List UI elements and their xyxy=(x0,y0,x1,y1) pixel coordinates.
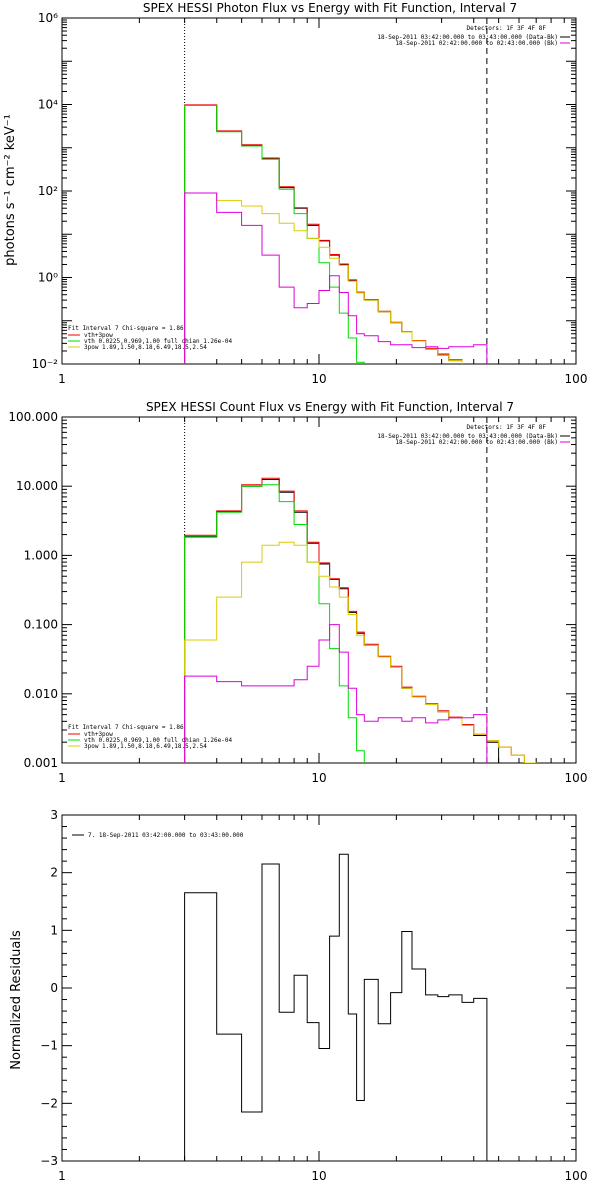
photon-flux-ylabel: photons s⁻¹ cm⁻² keV⁻¹ xyxy=(3,114,18,266)
series-3pow xyxy=(184,541,537,763)
photon-flux-title: SPEX HESSI Photon Flux vs Energy with Fi… xyxy=(143,1,517,15)
series-vth xyxy=(184,105,365,364)
x-tick-label: 10 xyxy=(311,372,326,386)
residuals-plot-frame xyxy=(61,814,577,1162)
y-tick-label: 0.010 xyxy=(24,687,58,701)
y-tick-label: −1 xyxy=(40,1039,58,1053)
series-bk xyxy=(184,624,488,763)
y-tick-label: 1.000 xyxy=(24,548,58,562)
count-flux-title: SPEX HESSI Count Flux vs Energy with Fit… xyxy=(146,400,514,414)
series-group xyxy=(184,104,488,364)
x-tick-label: 10 xyxy=(311,771,326,785)
legend-detectors: Detectors: 1F 3F 4F 8F xyxy=(467,25,547,32)
y-tick-label: 10⁶ xyxy=(38,11,58,25)
series-vth xyxy=(184,484,365,763)
series-vth-3pow xyxy=(184,104,463,364)
photon-flux-plot-area: 1 10 100 10⁻² 10⁰ 10² 10⁴ 10⁶ Detectors: 1F 3F 4… xyxy=(32,11,588,386)
legend-entry-bottom: vth+3pow xyxy=(84,731,113,738)
y-tick-label: 10⁻² xyxy=(32,357,59,371)
legend-entry-bottom: vth+3pow xyxy=(84,332,113,339)
legend-fit-interval: Fit Interval 7 Chi-square = 1.86 xyxy=(68,325,184,332)
residuals-plot-area: 1 10 100 −3 −2 −1 0 1 2 3 7. 18-Sep-2011 03:42:00.… xyxy=(40,808,587,1183)
legend-detectors: Detectors: 1F 3F 4F 8F xyxy=(467,424,547,431)
photon-flux-plot-frame xyxy=(61,17,577,365)
photon-flux-panel: SPEX HESSI Photon Flux vs Energy with Fi… xyxy=(3,1,587,386)
x-tick-label: 100 xyxy=(565,372,588,386)
series-vth-3pow xyxy=(184,477,537,763)
legend-entry-bottom: 3pow 1.89,1.50,8.18,6.49,18.5,2.54 xyxy=(84,743,207,750)
legend-entry-top: 18-Sep-2011 03:42:00.000 to 03:43:00.000… xyxy=(377,433,558,440)
count-flux-panel: SPEX HESSI Count Flux vs Energy with Fit… xyxy=(8,400,587,785)
y-tick-label: 0 xyxy=(50,981,58,995)
series-group xyxy=(184,853,488,1161)
series-data-bk xyxy=(184,104,463,364)
x-tick-label: 1 xyxy=(58,372,66,386)
series-group xyxy=(184,477,537,763)
series-data-bk xyxy=(184,479,500,763)
y-tick-label: −3 xyxy=(40,1154,58,1168)
x-tick-label: 1 xyxy=(58,1169,66,1183)
y-tick-label: −2 xyxy=(40,1096,58,1110)
y-tick-label: 2 xyxy=(50,866,58,880)
series-residuals xyxy=(184,853,488,1161)
y-tick-label: 3 xyxy=(50,808,58,822)
legend-entry-bottom: 3pow 1.89,1.50,8.18,6.49,18.5,2.54 xyxy=(84,344,207,351)
legend-entry-top: 18-Sep-2011 03:42:00.000 to 03:43:00.000… xyxy=(377,34,558,41)
x-tick-label: 100 xyxy=(565,771,588,785)
residuals-legend: 7. 18-Sep-2011 03:42:00.000 to 03:43:00.… xyxy=(88,832,244,839)
legend-entry-top: 18-Sep-2011 02:42:00.000 to 02:43:00.000… xyxy=(395,40,558,47)
y-tick-label: 10⁰ xyxy=(38,271,58,285)
y-tick-label: 10² xyxy=(38,184,58,198)
y-tick-label: 1 xyxy=(50,923,58,937)
y-tick-label: 100.000 xyxy=(8,410,58,424)
y-tick-label: 0.100 xyxy=(24,618,58,632)
x-tick-label: 10 xyxy=(311,1169,326,1183)
series-3pow xyxy=(184,192,463,364)
y-tick-label: 0.001 xyxy=(24,756,58,770)
legend-entry-bottom: vth 0.0225,0.969,1.00 full chian 1.26e-0… xyxy=(84,737,232,744)
series-bk xyxy=(184,192,488,364)
y-tick-label: 10.000 xyxy=(16,479,58,493)
legend-entry-bottom: vth 0.0225,0.969,1.00 full chian 1.26e-0… xyxy=(84,338,232,345)
x-tick-label: 1 xyxy=(58,771,66,785)
residuals-panel: Normalized Residuals 1 10 100 −3 −2 −1 0 1 2 3 7. … xyxy=(9,808,587,1183)
x-tick-label: 100 xyxy=(565,1169,588,1183)
count-flux-plot-area: 1 10 100 0.001 0.010 0.100 1.000 10.000 100.000 D… xyxy=(8,410,587,785)
legend-entry-top: 18-Sep-2011 02:42:00.000 to 02:43:00.000… xyxy=(395,439,558,446)
y-tick-label: 10⁴ xyxy=(38,98,58,112)
residuals-ylabel: Normalized Residuals xyxy=(9,930,24,1070)
legend-fit-interval: Fit Interval 7 Chi-square = 1.86 xyxy=(68,724,184,731)
